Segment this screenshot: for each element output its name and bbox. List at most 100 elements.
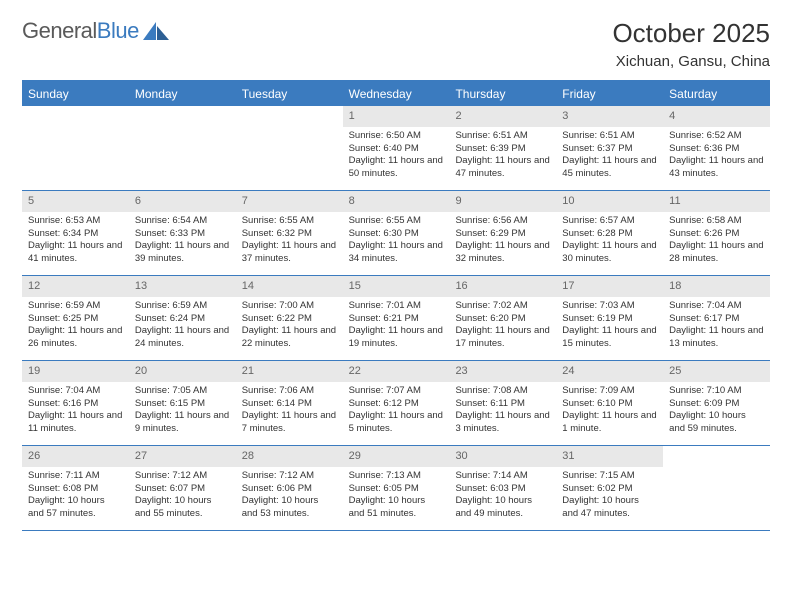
day-number: 10 <box>556 191 663 212</box>
day-line: Sunrise: 7:08 AM <box>455 385 550 398</box>
day-line: Daylight: 11 hours and 26 minutes. <box>28 325 123 351</box>
day-number: 14 <box>236 276 343 297</box>
logo-text: GeneralBlue <box>22 18 139 44</box>
day-number: 4 <box>663 106 770 127</box>
day-line: Daylight: 11 hours and 50 minutes. <box>349 155 444 181</box>
day-body <box>236 112 343 120</box>
day-cell: 31Sunrise: 7:15 AMSunset: 6:02 PMDayligh… <box>556 446 663 530</box>
day-line: Sunset: 6:11 PM <box>455 398 550 411</box>
weekday-header-row: SundayMondayTuesdayWednesdayThursdayFrid… <box>22 82 770 106</box>
day-body: Sunrise: 7:00 AMSunset: 6:22 PMDaylight:… <box>236 297 343 356</box>
day-line: Sunrise: 6:58 AM <box>669 215 764 228</box>
day-number: 1 <box>343 106 450 127</box>
day-line: Sunrise: 6:59 AM <box>28 300 123 313</box>
day-line: Sunset: 6:37 PM <box>562 143 657 156</box>
day-line: Sunset: 6:12 PM <box>349 398 444 411</box>
day-cell: 17Sunrise: 7:03 AMSunset: 6:19 PMDayligh… <box>556 276 663 360</box>
day-line: Daylight: 11 hours and 7 minutes. <box>242 410 337 436</box>
day-line: Sunset: 6:29 PM <box>455 228 550 241</box>
day-cell: 23Sunrise: 7:08 AMSunset: 6:11 PMDayligh… <box>449 361 556 445</box>
day-line: Sunset: 6:21 PM <box>349 313 444 326</box>
day-cell <box>663 446 770 530</box>
day-cell: 27Sunrise: 7:12 AMSunset: 6:07 PMDayligh… <box>129 446 236 530</box>
day-number: 15 <box>343 276 450 297</box>
day-line: Sunrise: 7:12 AM <box>135 470 230 483</box>
day-line: Sunrise: 7:15 AM <box>562 470 657 483</box>
logo: GeneralBlue <box>22 18 169 44</box>
week-row: 5Sunrise: 6:53 AMSunset: 6:34 PMDaylight… <box>22 191 770 276</box>
day-line: Sunset: 6:15 PM <box>135 398 230 411</box>
day-line: Sunset: 6:22 PM <box>242 313 337 326</box>
week-row: 12Sunrise: 6:59 AMSunset: 6:25 PMDayligh… <box>22 276 770 361</box>
day-body: Sunrise: 7:07 AMSunset: 6:12 PMDaylight:… <box>343 382 450 441</box>
day-line: Daylight: 11 hours and 24 minutes. <box>135 325 230 351</box>
day-body: Sunrise: 6:51 AMSunset: 6:37 PMDaylight:… <box>556 127 663 186</box>
day-body: Sunrise: 7:08 AMSunset: 6:11 PMDaylight:… <box>449 382 556 441</box>
day-number: 6 <box>129 191 236 212</box>
day-number: 31 <box>556 446 663 467</box>
day-line: Daylight: 11 hours and 9 minutes. <box>135 410 230 436</box>
day-line: Sunrise: 7:12 AM <box>242 470 337 483</box>
day-body: Sunrise: 6:59 AMSunset: 6:24 PMDaylight:… <box>129 297 236 356</box>
logo-sail-icon <box>143 22 169 40</box>
title-block: October 2025 Xichuan, Gansu, China <box>612 18 770 70</box>
day-body <box>22 112 129 120</box>
day-cell: 10Sunrise: 6:57 AMSunset: 6:28 PMDayligh… <box>556 191 663 275</box>
logo-part1: General <box>22 18 97 43</box>
day-number: 23 <box>449 361 556 382</box>
day-line: Daylight: 11 hours and 45 minutes. <box>562 155 657 181</box>
day-line: Sunrise: 6:56 AM <box>455 215 550 228</box>
day-line: Sunset: 6:19 PM <box>562 313 657 326</box>
day-cell: 25Sunrise: 7:10 AMSunset: 6:09 PMDayligh… <box>663 361 770 445</box>
day-line: Sunrise: 7:10 AM <box>669 385 764 398</box>
weekday-header: Sunday <box>22 82 129 106</box>
day-cell <box>22 106 129 190</box>
day-line: Daylight: 10 hours and 49 minutes. <box>455 495 550 521</box>
day-number: 13 <box>129 276 236 297</box>
day-cell: 7Sunrise: 6:55 AMSunset: 6:32 PMDaylight… <box>236 191 343 275</box>
day-line: Daylight: 11 hours and 28 minutes. <box>669 240 764 266</box>
day-number: 7 <box>236 191 343 212</box>
day-line: Sunrise: 7:09 AM <box>562 385 657 398</box>
day-line: Sunset: 6:16 PM <box>28 398 123 411</box>
day-line: Daylight: 10 hours and 47 minutes. <box>562 495 657 521</box>
day-body: Sunrise: 7:05 AMSunset: 6:15 PMDaylight:… <box>129 382 236 441</box>
day-cell: 24Sunrise: 7:09 AMSunset: 6:10 PMDayligh… <box>556 361 663 445</box>
day-line: Sunset: 6:40 PM <box>349 143 444 156</box>
day-line: Daylight: 11 hours and 41 minutes. <box>28 240 123 266</box>
day-line: Sunrise: 6:59 AM <box>135 300 230 313</box>
day-line: Sunset: 6:14 PM <box>242 398 337 411</box>
day-cell: 5Sunrise: 6:53 AMSunset: 6:34 PMDaylight… <box>22 191 129 275</box>
day-cell: 16Sunrise: 7:02 AMSunset: 6:20 PMDayligh… <box>449 276 556 360</box>
day-line: Sunrise: 7:04 AM <box>669 300 764 313</box>
day-line: Daylight: 11 hours and 5 minutes. <box>349 410 444 436</box>
day-number: 24 <box>556 361 663 382</box>
day-line: Sunset: 6:06 PM <box>242 483 337 496</box>
day-body: Sunrise: 6:50 AMSunset: 6:40 PMDaylight:… <box>343 127 450 186</box>
day-body: Sunrise: 6:58 AMSunset: 6:26 PMDaylight:… <box>663 212 770 271</box>
day-number: 9 <box>449 191 556 212</box>
day-line: Sunset: 6:25 PM <box>28 313 123 326</box>
day-cell: 15Sunrise: 7:01 AMSunset: 6:21 PMDayligh… <box>343 276 450 360</box>
day-line: Sunrise: 6:51 AM <box>455 130 550 143</box>
header: GeneralBlue October 2025 Xichuan, Gansu,… <box>22 18 770 70</box>
week-row: 26Sunrise: 7:11 AMSunset: 6:08 PMDayligh… <box>22 446 770 531</box>
day-cell <box>129 106 236 190</box>
day-body: Sunrise: 6:54 AMSunset: 6:33 PMDaylight:… <box>129 212 236 271</box>
day-cell: 13Sunrise: 6:59 AMSunset: 6:24 PMDayligh… <box>129 276 236 360</box>
day-cell: 8Sunrise: 6:55 AMSunset: 6:30 PMDaylight… <box>343 191 450 275</box>
day-line: Sunrise: 6:55 AM <box>349 215 444 228</box>
day-line: Daylight: 11 hours and 32 minutes. <box>455 240 550 266</box>
day-line: Daylight: 11 hours and 34 minutes. <box>349 240 444 266</box>
day-line: Daylight: 11 hours and 43 minutes. <box>669 155 764 181</box>
day-line: Sunrise: 7:03 AM <box>562 300 657 313</box>
day-line: Daylight: 11 hours and 22 minutes. <box>242 325 337 351</box>
day-number: 18 <box>663 276 770 297</box>
day-number: 28 <box>236 446 343 467</box>
day-body: Sunrise: 7:12 AMSunset: 6:07 PMDaylight:… <box>129 467 236 526</box>
day-line: Sunrise: 6:52 AM <box>669 130 764 143</box>
day-number: 11 <box>663 191 770 212</box>
day-line: Daylight: 10 hours and 57 minutes. <box>28 495 123 521</box>
day-body: Sunrise: 7:03 AMSunset: 6:19 PMDaylight:… <box>556 297 663 356</box>
day-line: Sunset: 6:32 PM <box>242 228 337 241</box>
